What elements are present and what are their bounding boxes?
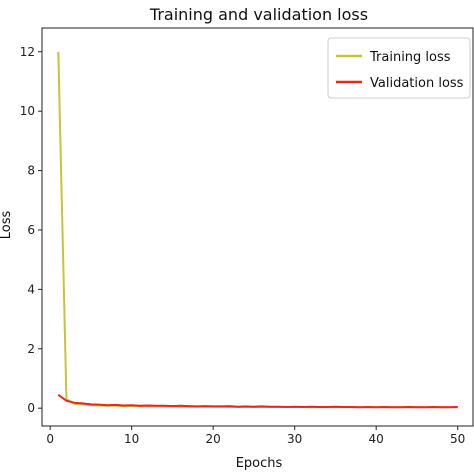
- y-axis-label: Loss: [0, 211, 14, 240]
- legend-box: [327, 37, 471, 99]
- series-line-validation-loss: [57, 394, 458, 409]
- x-tick-label: 20: [206, 432, 221, 446]
- series-line-training-loss: [57, 51, 458, 409]
- chart-title: Training and validation loss: [149, 5, 368, 24]
- x-tick-label: 40: [369, 432, 384, 446]
- y-tick-label: 4: [27, 282, 35, 296]
- x-tick-label: 10: [124, 432, 139, 446]
- x-axis-label: Epochs: [236, 456, 283, 471]
- y-tick-label: 2: [27, 342, 35, 356]
- x-tick-label: 30: [287, 432, 302, 446]
- plot-frame: [41, 27, 474, 427]
- series-layer: [57, 51, 458, 409]
- y-tick-label: 12: [20, 45, 35, 59]
- x-tick-label: 0: [46, 432, 54, 446]
- y-tick-label: 6: [27, 223, 35, 237]
- legend-label-training-loss: Training loss: [369, 50, 451, 65]
- y-tick-label: 0: [27, 401, 35, 415]
- y-tick-label: 8: [27, 164, 35, 178]
- y-tick-label: 10: [20, 104, 35, 118]
- x-axis-ticks: 0 10 20 30 40 50: [46, 426, 465, 446]
- x-tick-label: 50: [450, 432, 465, 446]
- legend: Training loss Validation loss: [327, 37, 471, 99]
- legend-label-validation-loss: Validation loss: [370, 76, 464, 91]
- y-axis-ticks: 0 2 4 6 8 10 12: [20, 45, 42, 415]
